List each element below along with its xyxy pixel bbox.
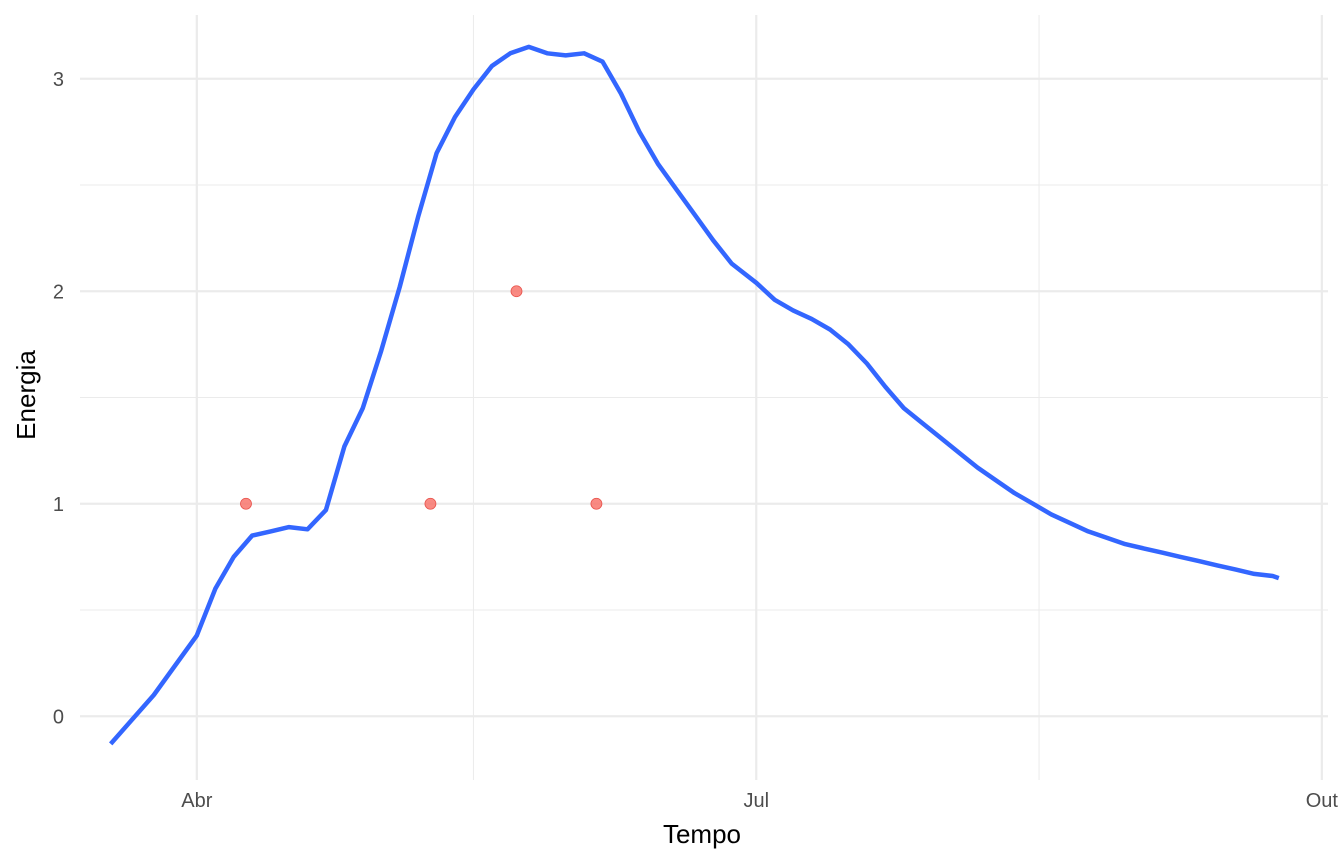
y-tick-labels: 0 1 2 3 [53, 69, 64, 729]
series-layer [109, 44, 1280, 746]
data-point [424, 497, 437, 510]
y-tick-label: 1 [53, 494, 64, 516]
y-tick-label: 2 [53, 281, 64, 303]
x-tick-labels: Abr Jul Out [181, 790, 1338, 812]
major-gridlines [80, 15, 1328, 780]
data-point [240, 497, 252, 510]
x-tick-label: Abr [181, 790, 212, 812]
y-tick-label: 3 [53, 69, 64, 91]
x-axis-title: Tempo [663, 819, 741, 849]
data-point [510, 285, 523, 298]
x-tick-label: Jul [743, 790, 769, 812]
smooth-trend-line [109, 44, 1280, 746]
x-tick-label: Out [1306, 790, 1339, 812]
y-axis-title: Energia [11, 350, 41, 440]
data-point [590, 497, 603, 510]
y-tick-label: 0 [53, 706, 64, 728]
minor-gridlines [80, 15, 1328, 780]
